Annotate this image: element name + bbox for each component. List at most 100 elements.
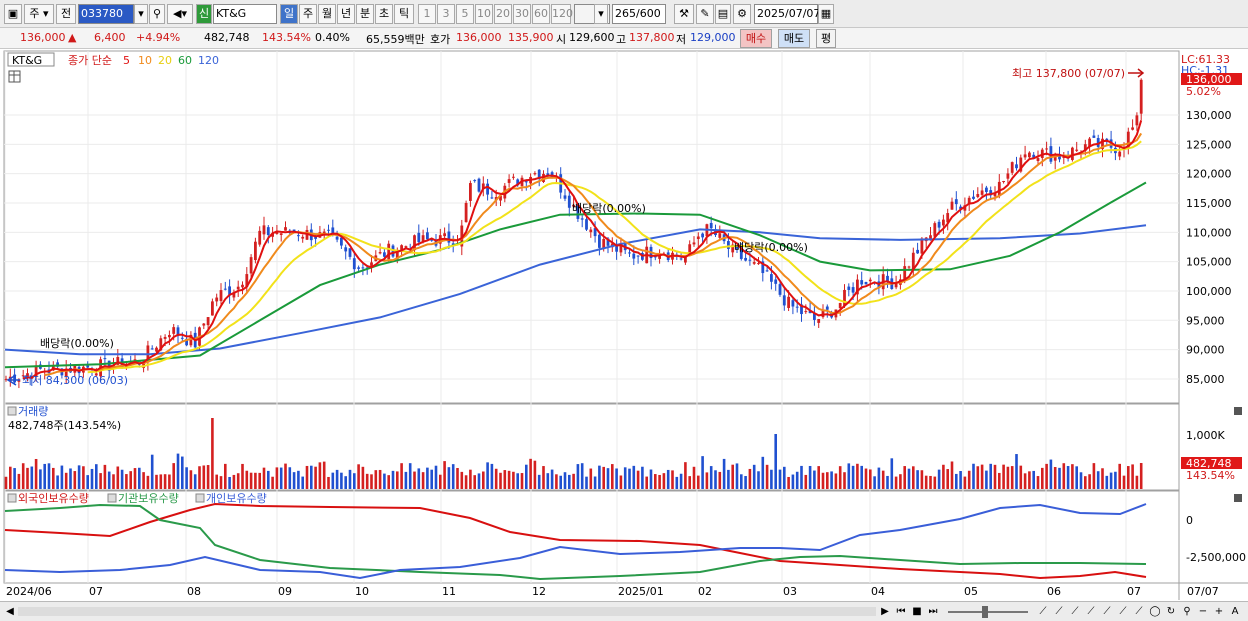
count-max: /600 xyxy=(636,7,661,20)
volume-bar xyxy=(400,463,403,489)
date-field[interactable]: 2025/07/07 xyxy=(754,4,820,24)
volume-bar xyxy=(69,468,72,489)
volume-bar xyxy=(258,472,261,489)
first-page-icon[interactable]: ⏮ xyxy=(896,606,906,617)
interval-30[interactable]: 30 xyxy=(513,4,531,24)
count-field[interactable]: 265/600 xyxy=(612,4,666,24)
gear-icon[interactable]: ⚙ xyxy=(733,4,751,24)
volume-bar xyxy=(688,476,691,489)
interval-20[interactable]: 20 xyxy=(494,4,512,24)
refresh-icon[interactable]: ↻ xyxy=(1166,606,1176,617)
speaker-icon[interactable]: ◀▾ xyxy=(167,4,193,24)
draw-ellipse-icon[interactable]: ◯ xyxy=(1149,606,1161,617)
volume-bar xyxy=(735,463,739,489)
turnover-rate: 0.40% xyxy=(315,31,350,44)
code-dropdown-icon[interactable]: ▾ xyxy=(134,4,148,24)
candle-body xyxy=(989,190,993,196)
avg-button[interactable]: 평 xyxy=(816,29,836,48)
interval-3[interactable]: 3 xyxy=(437,4,455,24)
volume-current-tag: 482,748 xyxy=(1186,457,1232,470)
price-y-tick: 105,000 xyxy=(1186,256,1232,269)
jeon-button[interactable]: 전 xyxy=(56,4,76,24)
volume-bar xyxy=(9,466,12,489)
period-minute[interactable]: 분 xyxy=(356,4,374,24)
draw-line4-icon[interactable]: ⟋ xyxy=(1087,606,1095,617)
buy-button[interactable]: 매수 xyxy=(740,29,772,48)
candle-body xyxy=(886,275,889,282)
period-week[interactable]: 주 xyxy=(299,4,317,24)
candle-body xyxy=(4,378,8,380)
candle-body xyxy=(567,195,571,208)
interval-120[interactable]: 120 xyxy=(551,4,573,24)
candle-body xyxy=(933,223,937,237)
draw-tool-icon[interactable]: ✎ xyxy=(696,4,714,24)
volume-bar xyxy=(1045,463,1048,489)
scroll-right-icon[interactable]: ▶ xyxy=(881,606,889,617)
volume-bar xyxy=(993,464,997,489)
interval-5[interactable]: 5 xyxy=(456,4,474,24)
period-day[interactable]: 일 xyxy=(280,4,298,24)
period-tick[interactable]: 틱 xyxy=(394,4,414,24)
volume-close-icon[interactable] xyxy=(1234,407,1242,415)
search-icon[interactable]: ⚲ xyxy=(149,4,165,24)
interval-dropdown-icon[interactable]: ▾ xyxy=(594,4,608,24)
interval-60[interactable]: 60 xyxy=(532,4,550,24)
candle-style-icon[interactable]: ⚒ xyxy=(674,4,694,24)
candle-body xyxy=(211,301,214,316)
search-zoom-icon[interactable]: ⚲ xyxy=(1183,606,1191,617)
volume-panel-icon[interactable] xyxy=(7,406,17,416)
candle-body xyxy=(245,274,249,288)
stock-chart[interactable]: KT&G 종가 단순 5 10 20 60 120 LC:61.33 HC:-1… xyxy=(0,50,1248,602)
sin-badge[interactable]: 신 xyxy=(196,4,212,24)
zoom-slider[interactable] xyxy=(948,611,1028,613)
zoom-in-icon[interactable]: + xyxy=(1214,606,1224,617)
volume-bar xyxy=(477,473,481,489)
volume-bar xyxy=(1079,472,1083,489)
draw-line2-icon[interactable]: ⟋ xyxy=(1055,606,1063,617)
horizontal-scrollbar[interactable] xyxy=(18,607,876,616)
text-tool-icon[interactable]: A xyxy=(1231,606,1239,617)
draw-line-icon[interactable]: ⟋ xyxy=(1039,606,1047,617)
interval-1[interactable]: 1 xyxy=(418,4,436,24)
holdings-close-icon[interactable] xyxy=(1234,494,1242,502)
last-page-icon[interactable]: ⏭ xyxy=(928,606,938,617)
draw-line3-icon[interactable]: ⟋ xyxy=(1071,606,1079,617)
type-select[interactable]: 주 ▾ xyxy=(24,4,54,24)
candle-body xyxy=(383,252,386,257)
candle-body xyxy=(997,181,1001,197)
volume-bar xyxy=(378,469,382,489)
draw-line7-icon[interactable]: ⟋ xyxy=(1135,606,1143,617)
interval-10[interactable]: 10 xyxy=(475,4,493,24)
holdings-panel-icon[interactable] xyxy=(7,493,17,503)
candle-body xyxy=(301,236,305,239)
volume-bar xyxy=(1135,475,1139,489)
dividend-label-3: 배당락(0.00%) xyxy=(734,241,808,254)
stock-code-input[interactable]: 033780 xyxy=(78,4,134,24)
draw-line6-icon[interactable]: ⟋ xyxy=(1119,606,1127,617)
save-icon[interactable]: ▤ xyxy=(715,4,731,24)
volume-bar xyxy=(138,467,141,489)
volume-bar xyxy=(404,471,408,489)
period-month[interactable]: 월 xyxy=(318,4,336,24)
zoom-handle[interactable] xyxy=(982,606,988,618)
candle-body xyxy=(34,365,38,377)
candle-body xyxy=(735,246,739,249)
period-second[interactable]: 초 xyxy=(375,4,393,24)
draw-line5-icon[interactable]: ⟋ xyxy=(1103,606,1111,617)
stock-name-field[interactable]: KT&G xyxy=(213,4,277,24)
volume-bar xyxy=(873,476,876,489)
volume-bar xyxy=(602,466,605,489)
volume-bar xyxy=(860,465,863,489)
calendar-icon[interactable]: ▦ xyxy=(818,4,834,24)
x-axis-label: 02 xyxy=(698,585,712,598)
volume-bar xyxy=(95,464,98,489)
stop-icon[interactable]: ■ xyxy=(912,606,922,617)
candle-body xyxy=(163,336,167,339)
sell-button[interactable]: 매도 xyxy=(778,29,810,48)
candle-body xyxy=(658,254,661,259)
scroll-left-icon[interactable]: ◀ xyxy=(6,606,14,617)
zoom-out-icon[interactable]: − xyxy=(1198,606,1208,617)
window-icon[interactable]: ▣ xyxy=(4,4,22,24)
candle-body xyxy=(223,288,227,290)
period-year[interactable]: 년 xyxy=(337,4,355,24)
